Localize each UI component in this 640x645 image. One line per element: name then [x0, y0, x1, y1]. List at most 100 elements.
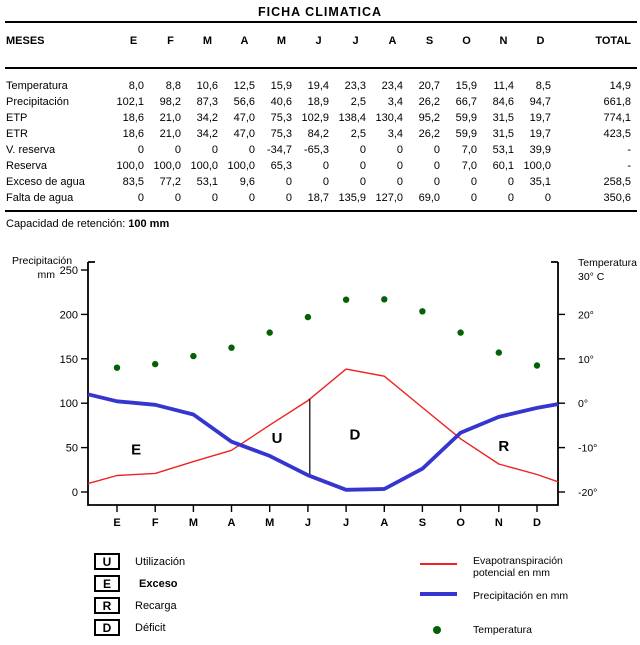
etp-legend-label: Evapotranspiración potencial en mm: [473, 555, 563, 579]
table-cell: 26,2: [418, 96, 440, 108]
left-axis-title: Precipitación: [12, 255, 72, 267]
table-cell: 0: [174, 192, 181, 204]
table-cell: 0: [248, 192, 255, 204]
table-cell: 2,5: [350, 128, 366, 140]
table-cell: 65,3: [270, 160, 292, 172]
left-axis-tick-label: 250: [60, 265, 78, 277]
month-header-4: M: [276, 35, 287, 47]
temperature-legend-label: Temperatura: [473, 624, 532, 636]
table-cell: 47,0: [233, 128, 255, 140]
meses-header: MESES: [6, 35, 45, 47]
table-cell: 0: [396, 160, 403, 172]
table-cell: 31,5: [492, 112, 514, 124]
page-title: FICHA CLIMATICA: [257, 5, 382, 19]
zone-label-R: R: [498, 438, 509, 455]
month-header-7: A: [388, 35, 397, 47]
table-cell: 53,1: [196, 176, 218, 188]
month-tick-label: E: [113, 517, 120, 529]
table-cell: 18,6: [122, 112, 144, 124]
row-total: 258,5: [603, 176, 631, 188]
zone-legend-item-recarga: R Recarga: [94, 596, 185, 615]
table-cell: 84,6: [492, 96, 514, 108]
zone-box-D: D: [94, 619, 120, 636]
zone-label-U: U: [272, 430, 283, 447]
zone-legend-item-utilizacion: U Utilización: [94, 552, 185, 571]
table-cell: 21,0: [159, 112, 181, 124]
precipitation-legend-label: Precipitación en mm: [473, 590, 569, 602]
table-cell: 53,1: [492, 144, 514, 156]
table-cell: 0: [470, 192, 477, 204]
table-cell: 77,2: [159, 176, 181, 188]
month-tick-label: M: [189, 517, 198, 529]
zone-label-recarga: Recarga: [135, 599, 177, 612]
row-total: -: [627, 160, 631, 172]
table-row: Reserva 100,0 100,0 100,0 100,0 65,3 0 0 0 0 7,0 60…: [5, 158, 637, 174]
table-row: ETP 18,6 21,0 34,2 47,0 75,3 102,9 138,4 130,4 95…: [5, 110, 637, 126]
row-total: 350,6: [603, 192, 631, 204]
month-header-0: E: [129, 35, 138, 47]
table-cell: 19,7: [529, 128, 551, 140]
table-cell: 0: [396, 176, 403, 188]
row-total: 14,9: [609, 80, 631, 92]
table-cell: 0: [433, 176, 440, 188]
month-header-9: O: [462, 35, 471, 47]
table-cell: 0: [433, 160, 440, 172]
table-cell: 0: [211, 144, 218, 156]
table-cell: 18,6: [122, 128, 144, 140]
table-cell: 138,4: [338, 112, 366, 124]
zone-label-D: D: [349, 426, 360, 443]
table-cell: 34,2: [196, 112, 218, 124]
title-divider-line: [5, 21, 637, 23]
table-cell: 127,0: [375, 192, 403, 204]
left-axis-tick-label: 150: [60, 354, 78, 366]
temperature-dot: [152, 360, 159, 368]
table-cell: 0: [322, 160, 329, 172]
table-cell: 59,9: [455, 112, 477, 124]
table-cell: 95,2: [418, 112, 440, 124]
table-cell: 21,0: [159, 128, 181, 140]
month-tick-label: M: [265, 517, 274, 529]
table-header-row: MESES E F M A M J J A S O N D TOTAL: [5, 34, 637, 69]
series-legend: Evapotranspiración potencial en mm Preci…: [420, 552, 630, 644]
table-cell: 60,1: [492, 160, 514, 172]
left-axis-tick-label: 100: [60, 398, 78, 410]
retention-capacity-caption: Capacidad de retención: 100 mm: [6, 218, 169, 230]
row-total: -: [627, 144, 631, 156]
table-cell: 19,4: [307, 80, 329, 92]
right-axis-tick-label: 0°: [578, 398, 588, 410]
retention-capacity-label: Capacidad de retención:: [6, 218, 126, 230]
table-cell: 0: [137, 192, 144, 204]
table-cell: 135,9: [338, 192, 366, 204]
table-cell: 7,0: [461, 144, 477, 156]
table-cell: 8,5: [535, 80, 551, 92]
right-axis-tick-label: 20°: [578, 309, 594, 321]
temperature-dot: [190, 352, 197, 360]
table-cell: 87,3: [196, 96, 218, 108]
table-cell: 100,0: [116, 160, 144, 172]
table-bottom-divider-line: [5, 210, 637, 212]
temperature-dot: [342, 296, 350, 303]
table-cell: 8,0: [128, 80, 144, 92]
left-axis-tick-label: 0: [72, 487, 78, 499]
table-cell: 83,5: [122, 176, 144, 188]
table-cell: -34,7: [266, 144, 292, 156]
table-cell: 102,9: [301, 112, 329, 124]
month-tick-label: J: [305, 517, 311, 529]
table-cell: 0: [137, 144, 144, 156]
table-cell: 35,1: [529, 176, 551, 188]
zone-label-utilizacion: Utilización: [135, 555, 186, 568]
table-cell: 3,4: [387, 128, 403, 140]
table-cell: 75,3: [270, 128, 292, 140]
month-tick-label: F: [152, 517, 159, 529]
table-row: Temperatura 8,0 8,8 10,6 12,5 15,9 19,4 23,3 23,…: [5, 69, 637, 94]
table-cell: 0: [285, 192, 292, 204]
table-cell: 0: [248, 144, 255, 156]
row-label: Falta de agua: [6, 192, 74, 204]
table-cell: 100,0: [227, 160, 255, 172]
table-cell: 18,7: [307, 192, 329, 204]
table-cell: 0: [285, 176, 292, 188]
row-label: Precipitación: [6, 96, 69, 108]
table-cell: 39,9: [529, 144, 551, 156]
table-cell: 59,9: [455, 128, 477, 140]
